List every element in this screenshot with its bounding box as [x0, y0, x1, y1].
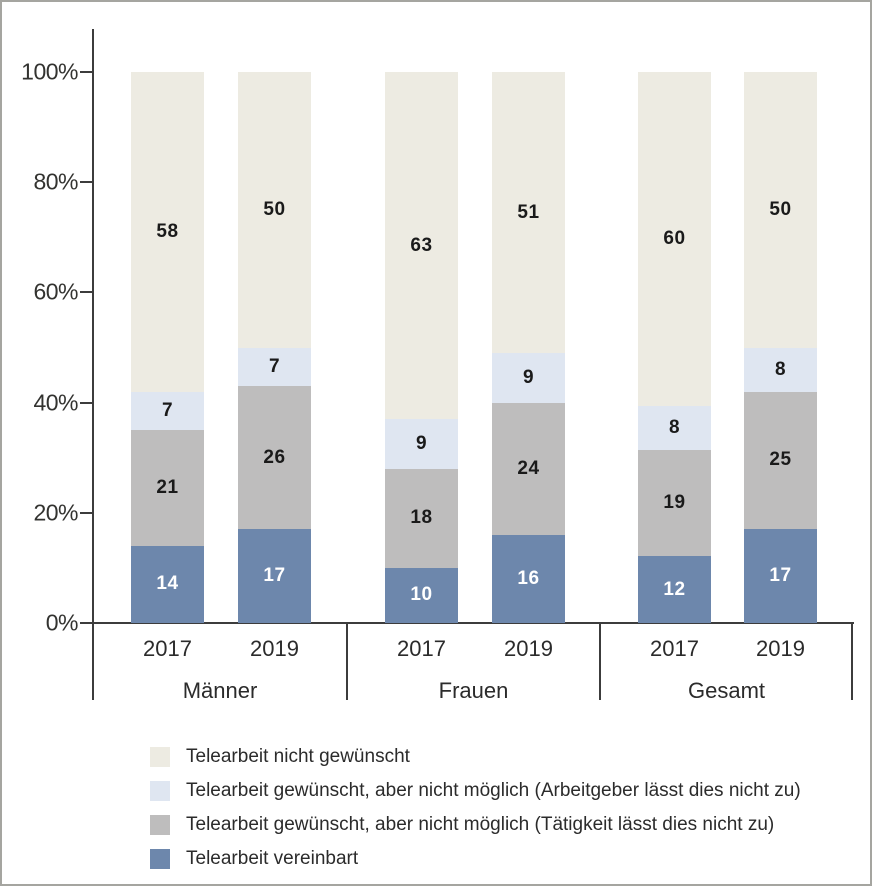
bar-segment: 9 — [492, 353, 565, 403]
bar-segment: 8 — [638, 405, 711, 451]
stacked-bar: 14 21 7 58 — [131, 72, 204, 623]
bar-segment: 17 — [744, 529, 817, 623]
bar-segment: 9 — [385, 419, 458, 469]
x-year-label: 2019 — [504, 636, 553, 661]
bar-value-label: 17 — [769, 565, 792, 587]
bar-segment: 21 — [131, 430, 204, 546]
legend-item: Telearbeit nicht gewünscht — [2, 740, 870, 774]
legend-item: Telearbeit gewünscht, aber nicht möglich… — [2, 808, 870, 842]
legend-item: Telearbeit gewünscht, aber nicht möglich… — [2, 774, 870, 808]
bar-segment: 10 — [385, 567, 458, 623]
bar-segment: 7 — [238, 347, 311, 387]
x-year-label: 2017 — [143, 636, 192, 661]
y-tick-label: 40% — [33, 389, 78, 416]
x-year-label: 2019 — [250, 636, 299, 661]
legend-swatch — [150, 781, 170, 801]
stacked-bar: 16 24 9 51 — [492, 72, 565, 623]
y-tick-label: 0% — [45, 609, 79, 636]
x-group-label: Gesamt — [687, 678, 766, 703]
bar-segment: 17 — [238, 529, 311, 623]
bar-segment: 26 — [238, 386, 311, 530]
bar-value-label: 9 — [522, 366, 535, 388]
stacked-bar: 17 26 7 50 — [238, 72, 311, 623]
bar-value-label: 21 — [156, 477, 179, 499]
stacked-bar: 12 19 8 60 — [638, 72, 711, 623]
bar-value-label: 7 — [268, 355, 281, 377]
bar-value-label: 25 — [769, 449, 792, 471]
legend-label: Telearbeit nicht gewünscht — [186, 746, 410, 767]
bar-value-label: 8 — [668, 417, 681, 439]
bar-value-label: 26 — [263, 446, 286, 468]
legend-label: Telearbeit gewünscht, aber nicht möglich… — [186, 814, 775, 835]
bar-segment: 24 — [492, 402, 565, 535]
group-divider — [92, 623, 94, 700]
x-group-label: Frauen — [438, 678, 509, 703]
x-year-label: 2019 — [756, 636, 805, 661]
bar-value-label: 14 — [156, 573, 179, 595]
bar-value-label: 16 — [517, 567, 540, 589]
legend-swatch — [150, 849, 170, 869]
bar-value-label: 50 — [769, 198, 792, 220]
y-axis-tick — [80, 181, 94, 184]
y-tick-label: 80% — [33, 168, 78, 195]
bar-value-label: 9 — [415, 432, 428, 454]
bar-segment: 18 — [385, 468, 458, 568]
legend-label: Telearbeit gewünscht, aber nicht möglich… — [186, 780, 801, 801]
bar-value-label: 17 — [263, 565, 286, 587]
bar-segment: 8 — [744, 347, 817, 392]
bar-value-label: 18 — [410, 507, 433, 529]
stacked-bar: 17 25 8 50 — [744, 72, 817, 623]
group-divider — [599, 623, 601, 700]
legend-item: Telearbeit vereinbart — [2, 842, 870, 876]
bar-segment: 7 — [131, 391, 204, 431]
bar-segment: 14 — [131, 545, 204, 623]
bar-segment: 58 — [131, 72, 204, 392]
x-group-label: Männer — [182, 678, 258, 703]
legend-swatch — [150, 815, 170, 835]
x-year-label: 2017 — [650, 636, 699, 661]
y-tick-label: 60% — [33, 278, 78, 305]
bar-value-label: 24 — [517, 457, 540, 479]
legend-label: Telearbeit vereinbart — [186, 848, 359, 869]
legend-swatch — [150, 747, 170, 767]
bar-value-label: 63 — [410, 234, 433, 256]
y-tick-label: 100% — [21, 58, 78, 85]
group-divider — [346, 623, 348, 700]
bar-value-label: 58 — [156, 220, 179, 242]
bar-segment: 16 — [492, 534, 565, 623]
group-divider — [851, 623, 853, 700]
bar-segment: 60 — [638, 72, 711, 406]
bar-value-label: 10 — [410, 584, 433, 606]
y-tick-label: 20% — [33, 499, 78, 526]
bar-segment: 50 — [744, 72, 817, 348]
bar-value-label: 50 — [263, 198, 286, 220]
y-axis-tick — [80, 401, 94, 404]
bar-value-label: 60 — [663, 228, 686, 249]
bar-value-label: 51 — [517, 201, 540, 223]
y-axis-line — [92, 29, 94, 700]
y-axis-tick — [80, 291, 94, 294]
bar-segment: 12 — [638, 556, 711, 623]
bar-value-label: 7 — [161, 399, 174, 421]
bar-segment: 63 — [385, 72, 458, 420]
y-axis-tick — [80, 71, 94, 73]
y-axis-tick — [80, 511, 94, 514]
bar-value-label: 12 — [663, 578, 686, 600]
bar-value-label: 19 — [663, 492, 686, 514]
bar-value-label: 8 — [774, 358, 787, 380]
x-year-label: 2017 — [397, 636, 446, 661]
bar-segment: 50 — [238, 72, 311, 348]
bar-segment: 51 — [492, 72, 565, 354]
x-axis-baseline — [80, 622, 854, 624]
bar-segment: 25 — [744, 391, 817, 530]
stacked-bar: 10 18 9 63 — [385, 72, 458, 623]
bar-segment: 19 — [638, 450, 711, 557]
